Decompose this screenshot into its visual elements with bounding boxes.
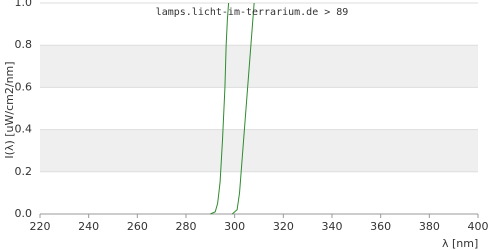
y-tick-label: 1.0	[15, 0, 33, 9]
x-tick-label: 240	[78, 220, 99, 233]
grid-band	[40, 45, 478, 88]
grid	[39, 2, 479, 218]
labels: 0.0 0.2 0.4 0.6 0.8 1.0 220 240 260 280 300 320 340 3…	[15, 0, 489, 233]
x-tick-label: 340	[322, 220, 343, 233]
x-tick-label: 400	[468, 220, 489, 233]
y-tick-label: 0.0	[15, 207, 33, 220]
y-axis-label: I(λ) [uW/cm2/nm]	[3, 61, 16, 158]
x-tick-label: 320	[273, 220, 294, 233]
data-line	[231, 2, 255, 215]
y-tick-label: 0.4	[15, 123, 33, 136]
grid-band	[40, 129, 478, 172]
x-tick-label: 220	[30, 220, 51, 233]
chart-title: lamps.licht-im-terrarium.de > 89	[156, 7, 349, 18]
grid-bands	[40, 45, 478, 172]
y-tick-label: 0.8	[15, 38, 33, 51]
x-tick-label: 300	[224, 220, 245, 233]
data-line	[210, 2, 230, 215]
x-tick-label: 260	[127, 220, 148, 233]
y-tick-label: 0.2	[15, 165, 33, 178]
x-tick-label: 380	[419, 220, 440, 233]
plot-area	[210, 2, 255, 215]
x-tick-label: 360	[370, 220, 391, 233]
x-tick-label: 280	[176, 220, 197, 233]
y-tick-label: 0.6	[15, 80, 33, 93]
x-axis-label: λ [nm]	[442, 237, 478, 250]
